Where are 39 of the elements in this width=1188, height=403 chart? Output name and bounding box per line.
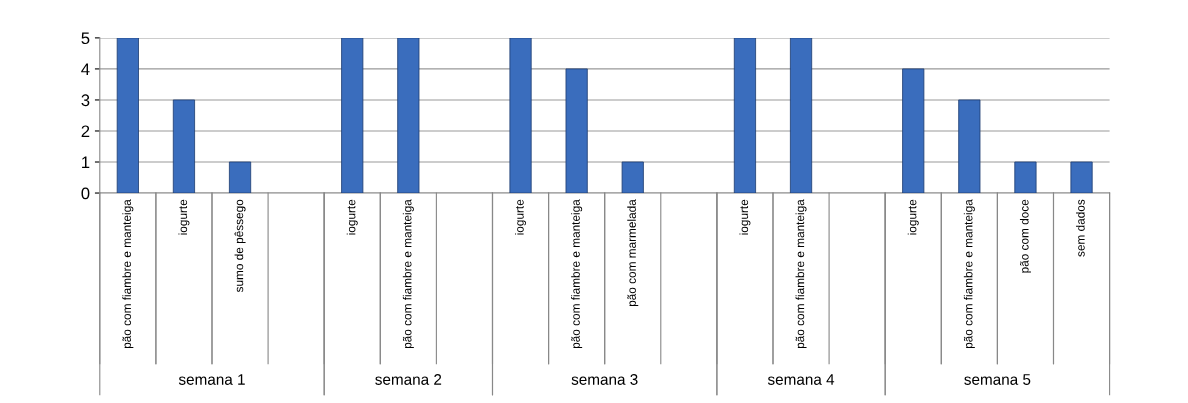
text: semana 1 bbox=[178, 374, 245, 385]
bar bbox=[116, 37, 139, 194]
y-tick-label: 0 bbox=[81, 187, 90, 200]
bar bbox=[621, 161, 644, 194]
x-tick-label: pão com marmelada bbox=[627, 199, 639, 307]
y-tick-label: 2 bbox=[81, 125, 90, 138]
text: semana 5 bbox=[964, 374, 1031, 385]
x-tick-label: iogurte bbox=[346, 199, 358, 235]
bar bbox=[565, 68, 588, 194]
x-tick-label: iogurte bbox=[739, 199, 751, 235]
x-tick-label: pão com fiambre e manteiga bbox=[963, 199, 975, 349]
x-tick-label: sem dados bbox=[1076, 199, 1085, 257]
text: semana 2 bbox=[375, 374, 442, 385]
y-tick-label: 4 bbox=[81, 63, 90, 75]
bar bbox=[172, 99, 196, 194]
bar bbox=[1070, 161, 1093, 194]
x-tick-label: iogurte bbox=[515, 199, 527, 235]
y-tick-label: 3 bbox=[81, 94, 90, 107]
x-tick-label: sumo de pêssego bbox=[234, 199, 246, 293]
bar bbox=[341, 37, 364, 194]
x-tick-label: iogurte bbox=[178, 199, 190, 235]
x-tick-label: iogurte bbox=[907, 199, 919, 235]
bar bbox=[958, 99, 981, 194]
x-tick-label: pão com fiambre e manteiga bbox=[795, 199, 807, 349]
bar bbox=[1014, 161, 1037, 194]
x-tick-label: pão com doce bbox=[1019, 199, 1031, 273]
text: semana 4 bbox=[767, 374, 835, 385]
bar bbox=[228, 161, 252, 194]
x-tick-label: pão com fiambre e manteiga bbox=[402, 199, 414, 349]
x-tick-label: pão com fiambre e manteiga bbox=[571, 199, 583, 349]
bar bbox=[509, 37, 532, 194]
bar bbox=[902, 68, 925, 194]
y-tick-label: 1 bbox=[82, 156, 90, 169]
bar bbox=[789, 37, 813, 194]
text: semana 3 bbox=[571, 374, 638, 385]
bar bbox=[733, 37, 757, 194]
bar bbox=[397, 37, 420, 194]
x-tick-label: pão com fiambre e manteiga bbox=[122, 199, 134, 349]
y-tick-label: 5 bbox=[81, 32, 90, 45]
